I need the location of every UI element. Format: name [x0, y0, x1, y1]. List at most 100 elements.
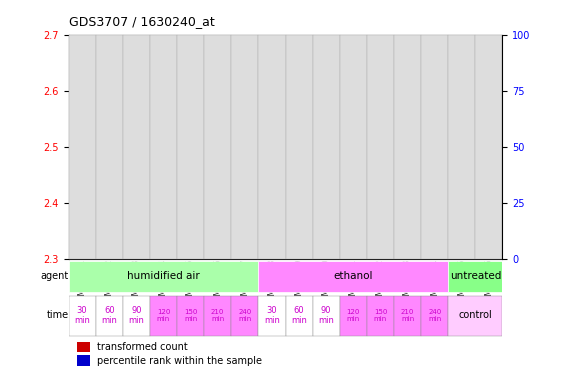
- FancyBboxPatch shape: [69, 35, 96, 259]
- FancyBboxPatch shape: [475, 35, 502, 259]
- Point: [104, 177, 114, 184]
- Text: humidified air: humidified air: [127, 271, 200, 281]
- Bar: [482, 40, 496, 259]
- Point: [376, 177, 385, 184]
- FancyBboxPatch shape: [448, 35, 475, 259]
- Point: [349, 177, 358, 184]
- Text: GSM455235: GSM455235: [186, 259, 195, 305]
- Text: 60
min: 60 min: [291, 306, 307, 325]
- FancyBboxPatch shape: [69, 296, 96, 336]
- Text: percentile rank within the sample: percentile rank within the sample: [96, 356, 262, 366]
- FancyBboxPatch shape: [69, 261, 258, 292]
- Text: GSM455231: GSM455231: [78, 259, 87, 305]
- FancyBboxPatch shape: [123, 35, 150, 259]
- FancyBboxPatch shape: [367, 296, 394, 336]
- Text: GSM455244: GSM455244: [430, 259, 439, 305]
- Bar: [238, 209, 252, 259]
- Text: GSM455240: GSM455240: [321, 259, 331, 305]
- Text: 240
min: 240 min: [428, 309, 441, 322]
- FancyBboxPatch shape: [394, 296, 421, 336]
- Bar: [373, 197, 387, 259]
- Text: ethanol: ethanol: [333, 271, 373, 281]
- Text: 240
min: 240 min: [238, 309, 251, 322]
- Bar: [184, 186, 198, 259]
- Text: control: control: [459, 310, 492, 320]
- FancyBboxPatch shape: [421, 35, 448, 259]
- FancyBboxPatch shape: [123, 296, 150, 336]
- Text: 150
min: 150 min: [184, 309, 197, 322]
- FancyBboxPatch shape: [204, 35, 231, 259]
- FancyBboxPatch shape: [421, 296, 448, 336]
- FancyBboxPatch shape: [448, 261, 502, 292]
- Point: [240, 177, 250, 184]
- FancyBboxPatch shape: [177, 35, 204, 259]
- Text: 30
min: 30 min: [264, 306, 280, 325]
- FancyBboxPatch shape: [340, 35, 367, 259]
- Point: [295, 172, 304, 178]
- FancyBboxPatch shape: [177, 296, 204, 336]
- Point: [78, 177, 87, 184]
- Text: 150
min: 150 min: [374, 309, 387, 322]
- Bar: [211, 197, 224, 259]
- FancyBboxPatch shape: [258, 296, 286, 336]
- Text: untreated: untreated: [450, 271, 501, 281]
- Text: 30
min: 30 min: [74, 306, 90, 325]
- Point: [267, 166, 276, 172]
- Text: GSM455238: GSM455238: [267, 259, 276, 305]
- FancyBboxPatch shape: [258, 35, 286, 259]
- Text: GSM455243: GSM455243: [403, 259, 412, 305]
- FancyBboxPatch shape: [340, 296, 367, 336]
- FancyBboxPatch shape: [394, 35, 421, 259]
- Text: agent: agent: [41, 271, 69, 281]
- Text: GDS3707 / 1630240_at: GDS3707 / 1630240_at: [69, 15, 214, 28]
- Bar: [156, 197, 170, 259]
- Text: 60
min: 60 min: [101, 306, 117, 325]
- Bar: [292, 169, 306, 259]
- Text: 120
min: 120 min: [347, 309, 360, 322]
- Text: GSM455246: GSM455246: [484, 259, 493, 305]
- Point: [457, 177, 467, 184]
- Bar: [75, 197, 89, 259]
- FancyBboxPatch shape: [150, 296, 177, 336]
- Bar: [77, 355, 90, 366]
- Text: GSM455233: GSM455233: [132, 259, 141, 305]
- Point: [213, 177, 222, 184]
- Text: 210
min: 210 min: [401, 309, 414, 322]
- FancyBboxPatch shape: [258, 261, 448, 292]
- Text: 90
min: 90 min: [128, 306, 144, 325]
- Text: GSM455245: GSM455245: [457, 259, 467, 305]
- FancyBboxPatch shape: [313, 296, 340, 336]
- FancyBboxPatch shape: [96, 35, 123, 259]
- Text: 90
min: 90 min: [318, 306, 334, 325]
- Text: GSM455232: GSM455232: [104, 259, 114, 305]
- Point: [484, 149, 493, 156]
- FancyBboxPatch shape: [367, 35, 394, 259]
- Bar: [265, 197, 279, 259]
- Text: transformed count: transformed count: [96, 342, 187, 352]
- Bar: [77, 342, 90, 352]
- Bar: [102, 197, 116, 259]
- Point: [430, 177, 439, 184]
- Text: 210
min: 210 min: [211, 309, 224, 322]
- Text: GSM455237: GSM455237: [240, 259, 250, 305]
- Point: [132, 177, 141, 184]
- FancyBboxPatch shape: [96, 296, 123, 336]
- FancyBboxPatch shape: [204, 296, 231, 336]
- Text: GSM455242: GSM455242: [376, 259, 385, 305]
- Bar: [347, 203, 360, 259]
- Bar: [401, 192, 415, 259]
- Text: time: time: [47, 310, 69, 320]
- Bar: [428, 214, 441, 259]
- FancyBboxPatch shape: [231, 296, 258, 336]
- FancyBboxPatch shape: [150, 35, 177, 259]
- Text: GSM455234: GSM455234: [159, 259, 168, 305]
- FancyBboxPatch shape: [313, 35, 340, 259]
- FancyBboxPatch shape: [231, 35, 258, 259]
- Bar: [319, 197, 333, 259]
- FancyBboxPatch shape: [286, 35, 313, 259]
- FancyBboxPatch shape: [286, 296, 313, 336]
- Bar: [455, 203, 469, 259]
- FancyBboxPatch shape: [448, 296, 502, 336]
- Text: GSM455239: GSM455239: [295, 259, 304, 305]
- Bar: [130, 197, 143, 259]
